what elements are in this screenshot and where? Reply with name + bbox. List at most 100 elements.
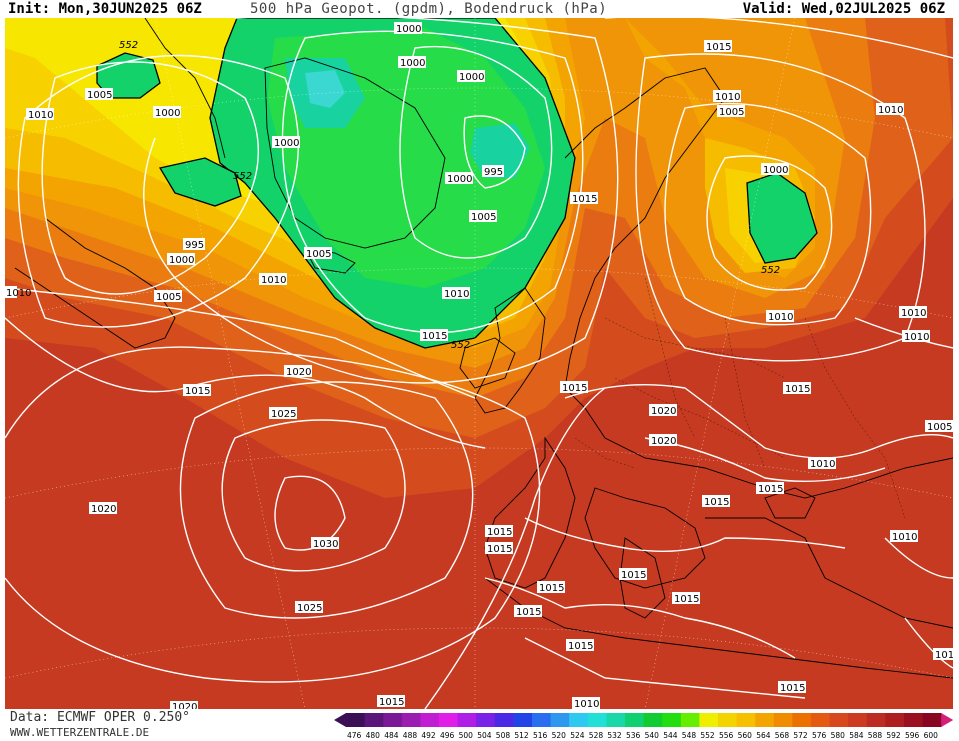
legend-swatch	[513, 713, 533, 727]
legend-swatch	[569, 713, 589, 727]
legend-swatch	[457, 713, 477, 727]
legend-swatch	[736, 713, 756, 727]
isobar-label: 1020	[649, 434, 677, 447]
svg-text:1010: 1010	[904, 332, 929, 343]
legend-swatch	[811, 713, 831, 727]
legend-swatch	[792, 713, 812, 727]
isobar-label: 1005	[925, 420, 953, 433]
svg-text:1025: 1025	[271, 409, 296, 420]
color-legend: 476 480 484 488 492 496 500 504 508 512 516 520 524 5…	[334, 713, 954, 739]
legend-label: 600	[924, 731, 939, 739]
legend-labels: 476 480 484 488 492 496 500 504 508 512 516 520 524 5…	[347, 731, 938, 739]
legend-label: 596	[905, 731, 920, 739]
isobar-label: 1010	[899, 306, 927, 319]
map-title: 500 hPa Geopot. (gpdm), Bodendruck (hPa)	[250, 1, 608, 17]
legend-label: 536	[626, 731, 641, 739]
legend-swatch	[755, 713, 775, 727]
legend-swatch	[699, 713, 719, 727]
legend-swatch	[420, 713, 440, 727]
svg-text:1005: 1005	[87, 90, 112, 101]
isobar-label: 1000	[457, 70, 485, 83]
legend-label: 588	[868, 731, 883, 739]
svg-text:1015: 1015	[572, 194, 597, 205]
isobar-label: 1015	[485, 542, 513, 555]
svg-text:1005: 1005	[306, 249, 331, 260]
height-label: 552	[761, 265, 780, 276]
legend-label: 556	[719, 731, 734, 739]
svg-text:1015: 1015	[568, 641, 593, 652]
legend-label: 484	[384, 731, 399, 739]
legend-label: 544	[663, 731, 678, 739]
isobar-label: 1000	[272, 136, 300, 149]
legend-label: 520	[552, 731, 567, 739]
isobar-label: 1020	[649, 404, 677, 417]
legend-label: 592	[886, 731, 901, 739]
legend-swatch	[885, 713, 905, 727]
isobar-label: 1015	[672, 592, 700, 605]
legend-label: 524	[570, 731, 585, 739]
website-link[interactable]: WWW.WETTERZENTRALE.DE	[10, 726, 150, 739]
legend-label: 492	[421, 731, 436, 739]
svg-text:1000: 1000	[274, 138, 299, 149]
svg-text:1015: 1015	[487, 527, 512, 538]
svg-text:1015: 1015	[706, 42, 731, 53]
legend-swatch	[532, 713, 552, 727]
legend-swatch	[439, 713, 459, 727]
isobar-label: 1005	[154, 290, 182, 303]
svg-text:1010: 1010	[892, 532, 917, 543]
svg-text:1000: 1000	[155, 108, 180, 119]
legend-label: 512	[514, 731, 529, 739]
legend-label: 540	[645, 731, 660, 739]
legend-label: 548	[682, 731, 697, 739]
isobar-label: 1010	[259, 273, 287, 286]
legend-swatch	[718, 713, 738, 727]
legend-label: 564	[756, 731, 771, 739]
isobar-label: 1025	[295, 601, 323, 614]
legend-swatch	[829, 713, 849, 727]
legend-swatch	[625, 713, 645, 727]
isobar-label: 1010	[876, 103, 904, 116]
isobar-label: 995	[183, 238, 205, 251]
legend-label: 568	[775, 731, 790, 739]
svg-text:1020: 1020	[91, 504, 116, 515]
isobar-label: 1010	[933, 648, 953, 661]
isobar-label: 1010	[5, 286, 31, 299]
svg-text:1000: 1000	[459, 72, 484, 83]
svg-text:1010: 1010	[444, 289, 469, 300]
isobar-label: 1005	[304, 247, 332, 260]
legend-label: 480	[366, 731, 381, 739]
legend-label: 476	[347, 731, 362, 739]
legend-swatch	[550, 713, 570, 727]
isobar-label: 1000	[167, 253, 195, 266]
legend-swatch	[904, 713, 924, 727]
country-borders	[574, 277, 906, 519]
height-labels: 552 552 552 552	[119, 40, 780, 351]
svg-text:1015: 1015	[562, 383, 587, 394]
legend-swatch	[401, 713, 421, 727]
isobar-label: 1015	[778, 681, 806, 694]
isobar-label: 1000	[153, 106, 181, 119]
isobar-label: 1010	[766, 310, 794, 323]
svg-text:1020: 1020	[651, 436, 676, 447]
isobar-label: 1020	[284, 365, 312, 378]
isobar-label: 1015	[485, 525, 513, 538]
init-time: Init: Mon,30JUN2025 06Z	[8, 1, 202, 17]
svg-text:1020: 1020	[651, 406, 676, 417]
legend-swatch	[606, 713, 626, 727]
svg-text:1000: 1000	[169, 255, 194, 266]
svg-text:1000: 1000	[400, 58, 425, 69]
svg-text:1020: 1020	[172, 702, 197, 709]
isobar-label: 1015	[702, 495, 730, 508]
svg-text:1015: 1015	[785, 384, 810, 395]
legend-label: 552	[700, 731, 715, 739]
legend-label: 496	[440, 731, 455, 739]
legend-arrow-left	[334, 713, 346, 727]
isobar-label: 1015	[756, 482, 784, 495]
legend-label: 580	[831, 731, 846, 739]
isobar-label: 1015	[420, 329, 448, 342]
legend-label: 504	[477, 731, 492, 739]
legend-swatch	[364, 713, 384, 727]
svg-text:1015: 1015	[379, 697, 404, 708]
isobar-label: 1000	[394, 22, 422, 35]
isobar-label: 1000	[445, 172, 473, 185]
